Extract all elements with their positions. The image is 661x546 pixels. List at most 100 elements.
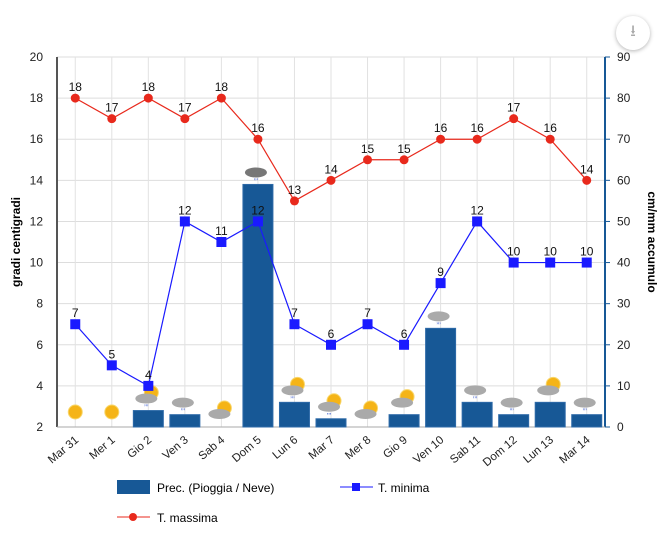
t-massima-data-label: 16 [434, 121, 448, 135]
y2-tick-label: 80 [617, 91, 631, 105]
t-minima-marker [70, 319, 81, 330]
rain-drops-icon: ’’’ [473, 396, 478, 403]
legend-label: T. minima [378, 481, 430, 495]
x-tick-label: Mer 1 [87, 434, 117, 462]
t-minima-marker [545, 257, 556, 268]
t-massima-data-label: 16 [470, 121, 484, 135]
t-massima-data-label: 16 [544, 121, 558, 135]
y-tick-label: 4 [36, 379, 43, 393]
y2-axis-title: cm/mm accumulo [645, 191, 659, 292]
t-massima-marker [180, 114, 190, 124]
t-minima-marker [216, 237, 227, 247]
storm-cloud-icon [244, 167, 267, 178]
t-minima-marker [435, 278, 446, 289]
rain-cloud-icon [171, 397, 194, 408]
precip-bar [278, 401, 310, 428]
legend-label: Prec. (Pioggia / Neve) [157, 481, 274, 495]
x-tick-label: Dom 5 [230, 434, 264, 465]
legend-bar-swatch [117, 480, 150, 494]
x-tick-label: Gio 2 [125, 434, 154, 461]
y-axis-title: gradi centigradi [9, 197, 23, 287]
y-tick-label: 20 [30, 50, 44, 64]
t-massima-data-label: 18 [69, 80, 83, 94]
t-minima-marker [581, 257, 592, 268]
sun-cloud-icon [354, 409, 377, 419]
sun-cloud-icon [208, 409, 231, 419]
t-massima-marker [143, 93, 153, 103]
t-minima-marker [289, 319, 300, 330]
t-minima-marker [143, 380, 154, 391]
sun-cloud-icon [391, 397, 414, 408]
rain-drops-icon: ’’’ [436, 322, 441, 329]
t-minima-data-label: 12 [178, 203, 192, 217]
t-minima-marker [326, 339, 336, 350]
t-minima-data-label: 11 [215, 224, 228, 238]
t-massima-marker [399, 155, 409, 165]
download-button[interactable]: ⭳ [616, 16, 650, 50]
t-minima-data-label: 10 [544, 245, 558, 259]
rain-cloud-icon [573, 397, 596, 408]
t-massima-marker [545, 134, 555, 144]
rain-drops-icon: ’’’ [290, 396, 295, 403]
t-massima-data-label: 18 [142, 80, 156, 94]
t-massima-marker [472, 134, 482, 144]
t-minima-marker [508, 257, 519, 268]
t-minima-data-label: 9 [437, 265, 444, 279]
t-minima-data-label: 6 [328, 327, 335, 341]
t-minima-data-label: 12 [251, 203, 265, 217]
t-massima-data-label: 16 [251, 121, 265, 135]
y2-tick-label: 30 [617, 297, 631, 311]
y-tick-label: 6 [36, 338, 43, 352]
y-tick-label: 8 [36, 297, 43, 311]
t-massima-data-label: 14 [580, 162, 594, 176]
sun-cloud-icon [537, 385, 560, 396]
precip-bar [425, 327, 457, 428]
rain-drops-icon: ’’’ [509, 409, 514, 416]
rain-drops-icon: ’’’ [254, 178, 259, 185]
t-massima-marker [326, 175, 336, 185]
t-massima-marker [436, 134, 446, 144]
t-minima-marker [106, 360, 117, 371]
precip-bar [571, 414, 603, 428]
y-tick-label: 18 [30, 91, 44, 105]
x-tick-label: Sab 11 [448, 434, 483, 466]
rain-drops-icon: ’’’ [327, 413, 332, 420]
x-tick-label: Lun 6 [271, 434, 301, 462]
y-tick-label: 12 [30, 214, 44, 228]
t-massima-marker [70, 93, 80, 103]
x-tick-label: Gio 9 [381, 434, 410, 461]
t-massima-marker [216, 93, 226, 103]
t-massima-marker [107, 114, 117, 124]
sun-rain-icon [135, 393, 158, 404]
t-minima-data-label: 7 [364, 306, 371, 320]
t-massima-data-label: 17 [507, 101, 521, 115]
t-massima-marker [509, 114, 519, 124]
t-minima-data-label: 12 [470, 203, 484, 217]
y2-tick-label: 60 [617, 173, 631, 187]
t-massima-data-label: 15 [397, 142, 411, 156]
rain-cloud-icon [427, 311, 450, 322]
precip-bar [169, 414, 201, 428]
t-massima-data-label: 13 [288, 183, 302, 197]
y2-tick-label: 90 [617, 50, 631, 64]
y2-tick-label: 50 [617, 214, 631, 228]
rain-cloud-icon [500, 397, 523, 408]
sun-icon [67, 404, 83, 420]
x-tick-label: Ven 10 [411, 434, 446, 466]
download-icon: ⭳ [630, 22, 636, 40]
legend-label: T. massima [157, 511, 218, 525]
t-massima-marker [363, 155, 373, 165]
rain-cloud-icon [464, 385, 487, 396]
precip-bar [315, 418, 347, 428]
t-minima-marker [472, 216, 483, 227]
x-tick-label: Ven 3 [161, 434, 191, 462]
precip-bar [388, 414, 420, 428]
t-minima-data-label: 7 [72, 306, 79, 320]
x-tick-label: Lun 13 [521, 434, 556, 466]
legend-marker [129, 513, 137, 521]
x-tick-label: Mar 7 [307, 434, 337, 462]
precip-bar [534, 401, 566, 428]
rain-drops-icon: ’’’ [144, 405, 149, 412]
sun-rain-icon [318, 401, 340, 412]
t-massima-marker [253, 134, 263, 144]
